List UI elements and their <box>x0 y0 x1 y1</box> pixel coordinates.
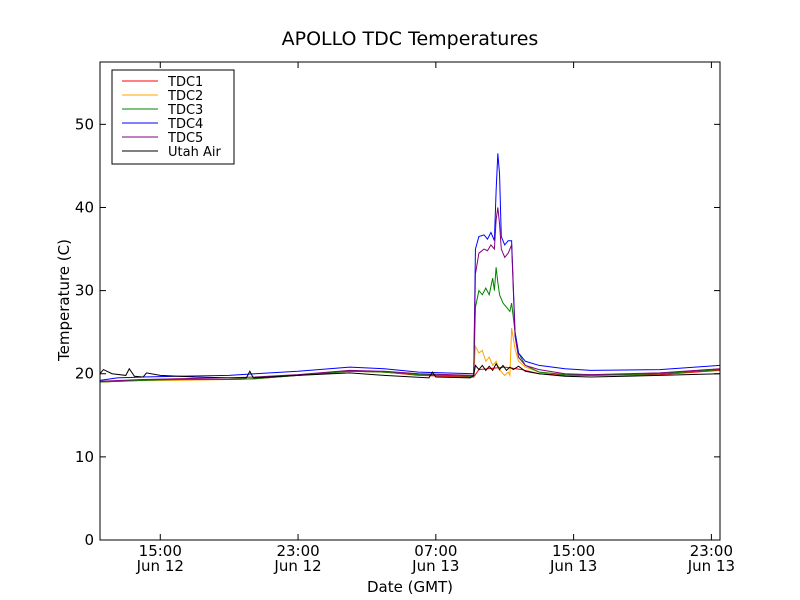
series-line-tdc4 <box>99 153 721 381</box>
y-tick-label: 10 <box>75 448 94 466</box>
y-tick-label: 50 <box>75 115 94 133</box>
x-tick-label-date: Jun 13 <box>411 557 459 575</box>
legend-label-tdc3: TDC3 <box>167 103 203 118</box>
y-tick-label: 30 <box>75 282 94 300</box>
y-tick-label: 40 <box>75 198 94 216</box>
series-line-utah-air <box>99 362 721 379</box>
x-tick-label-time: 15:00 <box>552 542 595 560</box>
chart-title: APOLLO TDC Temperatures <box>282 28 539 50</box>
x-tick-label-time: 23:00 <box>690 542 733 560</box>
axes-frame <box>99 61 721 541</box>
x-tick-label-date: Jun 13 <box>687 557 735 575</box>
legend-box <box>111 69 235 165</box>
x-axis-title: Date (GMT) <box>367 578 453 596</box>
x-tick-label-time: 07:00 <box>414 542 457 560</box>
x-tick-label-date: Jun 12 <box>136 557 184 575</box>
legend-label-tdc5: TDC5 <box>167 131 203 146</box>
x-tick-label-date: Jun 12 <box>273 557 321 575</box>
legend-label-utah-air: Utah Air <box>168 145 221 160</box>
legend-label-tdc4: TDC4 <box>167 117 203 132</box>
legend-label-tdc1: TDC1 <box>167 75 203 90</box>
series-line-tdc5 <box>99 207 721 382</box>
y-axis-title: Temperature (C) <box>55 239 73 362</box>
legend-label-tdc2: TDC2 <box>167 89 203 104</box>
x-tick-label-time: 23:00 <box>276 542 319 560</box>
y-tick-label: 20 <box>75 365 94 383</box>
x-tick-label-time: 15:00 <box>139 542 182 560</box>
x-tick-label-date: Jun 13 <box>549 557 597 575</box>
y-tick-label: 0 <box>84 531 94 549</box>
